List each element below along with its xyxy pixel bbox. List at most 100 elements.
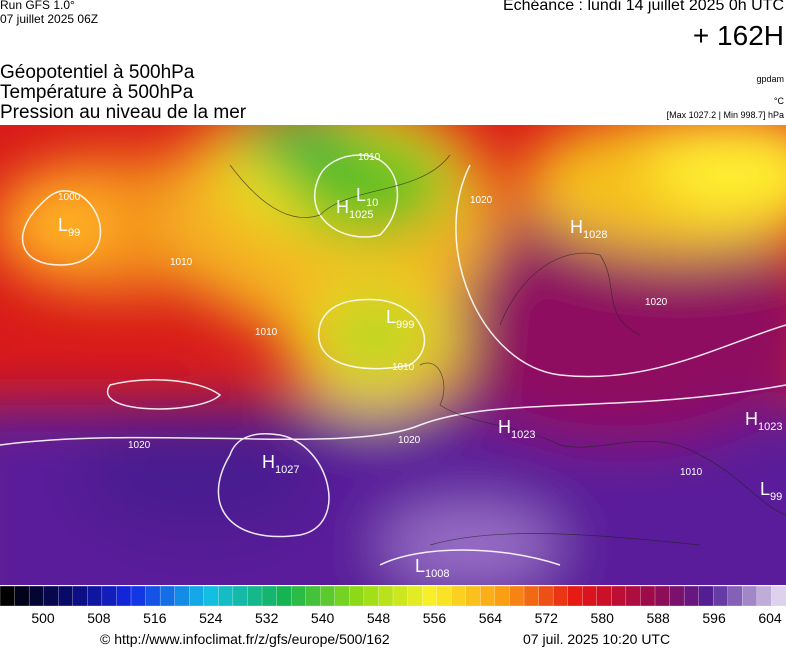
pressure-center: H1027 [262,452,299,476]
colorbar-swatch [363,586,380,607]
colorbar-swatch [451,586,467,607]
colorbar-swatch [421,586,438,607]
isobar-label: 1010 [170,257,193,268]
colorbar-swatch [727,586,743,607]
colorbar-label: 508 [87,610,111,626]
colorbar-swatch [247,586,263,607]
colorbar-swatch [698,586,714,607]
colorbar-swatch [713,586,729,607]
colorbar-swatch [582,586,598,607]
colorbar-swatch [28,586,45,607]
colorbar-swatch [378,586,394,607]
colorbar-label: 564 [478,610,503,626]
colorbar-label: 572 [534,610,558,626]
isobar-label: 1020 [128,440,151,451]
colorbar-swatch [509,586,525,607]
colorbar-swatch [14,586,30,607]
field [0,125,786,585]
isobar-label: 1020 [645,297,668,308]
colorbar-swatch [116,586,132,607]
colorbar-label: 516 [143,610,167,626]
isobar-label: 1000 [58,192,81,203]
unit: °C [773,96,784,106]
colorbar-swatch [683,586,700,607]
colorbar-label: 588 [646,610,670,626]
colorbar-swatch [436,586,452,607]
legend-line: Pression au niveau de la mer [0,102,247,123]
colorbar-label: 604 [758,610,782,626]
colorbar-swatch [218,586,234,607]
colorbar-swatch [261,586,278,607]
colorbar-swatch [320,586,336,607]
colorbar-swatch [407,586,423,607]
unit: gpdam [756,74,784,84]
colorbar-swatch [567,586,583,607]
run: Run GFS 1.0° [0,0,75,12]
colorbar-swatch [305,586,321,607]
colorbar-swatch [756,586,773,607]
colorbar-label: 540 [310,610,335,626]
pressure-center: L99 [58,215,80,239]
generated: 07 juil. 2025 10:20 UTC [523,631,671,647]
colorbar-swatch [232,586,249,607]
pressure-center: H1025 [336,197,373,221]
pressure-center: H1023 [745,409,782,433]
pressure-center: L1008 [415,556,450,580]
colorbar-swatch [159,586,176,607]
colorbar-swatch [334,586,350,607]
colorbar-swatch [101,586,118,607]
colorbar-label: 524 [199,610,223,626]
isobar-label: 1020 [470,195,493,206]
unit: [Max 1027.2 | Min 998.7] hPa [666,110,784,120]
colorbar-swatch [392,586,409,607]
colorbar-swatch [625,586,642,607]
isobar-label: 1010 [255,327,278,338]
colorbar-label: 556 [422,610,447,626]
pressure-center: L999 [386,307,414,331]
colorbar-swatch [72,586,88,607]
colorbar-swatch [203,586,219,607]
colorbar-label: 596 [702,610,726,626]
map: H1028 H1027 H1023 H1023 H1025 L99 L999 L1008 L10… [0,125,786,585]
colorbar-swatch [596,586,612,607]
colorbar-swatch [276,586,292,607]
echeance: Echéance : lundi 14 juillet 2025 0h UTC [502,0,784,14]
colorbar-label: 500 [31,610,55,626]
colorbar-swatch [349,586,365,607]
run-date: 07 juillet 2025 06Z [0,12,99,26]
source: © http://www.infoclimat.fr/z/gfs/europe/… [100,631,390,647]
lead-time: + 162H [692,20,784,51]
colorbar-label: 532 [255,610,279,626]
legend-line: Géopotentiel à 500hPa [0,62,195,83]
pressure-center: L10 [356,185,378,209]
isobar-label: 1010 [680,467,703,478]
colorbar-swatch [640,586,656,607]
colorbar-swatch [465,586,481,607]
colorbar-swatch [130,586,147,607]
colorbar-swatch [538,586,554,607]
pressure-center: H1028 [570,217,607,241]
colorbar-swatch [523,586,540,607]
colorbar-swatch [742,586,758,607]
colorbar-swatch [480,586,496,607]
colorbar-swatch [58,586,74,607]
colorbar-swatch [189,586,205,607]
colorbar-swatch [145,586,161,607]
colorbar-label: 580 [590,610,614,626]
colorbar-swatch [611,586,627,607]
colorbar-swatch [494,586,511,607]
colorbar-swatch [771,586,786,607]
colorbar-label: 548 [366,610,391,626]
colorbar-swatch [552,586,569,607]
isobar-label: 1020 [398,435,421,446]
colorbar-swatch [87,586,103,607]
colorbar-swatch [0,586,16,607]
colorbar-swatch [174,586,190,607]
colorbar-swatch [290,586,307,607]
isobar-label: 1010 [358,152,381,163]
colorbar-swatch [43,586,59,607]
colorbar-swatch [669,586,685,607]
isobar-label: 1010 [392,362,415,373]
legend-line: Température à 500hPa [0,82,194,103]
